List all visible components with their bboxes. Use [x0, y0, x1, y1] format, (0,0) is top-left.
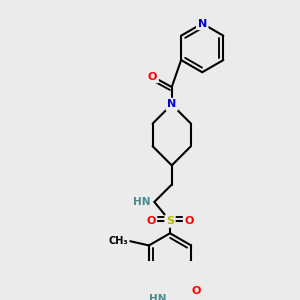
Text: O: O — [184, 216, 194, 226]
Text: O: O — [191, 286, 201, 296]
Text: N: N — [167, 99, 176, 110]
Text: S: S — [166, 216, 174, 226]
Text: O: O — [148, 72, 157, 82]
Text: CH₃: CH₃ — [108, 236, 128, 246]
Text: HN: HN — [149, 294, 166, 300]
Text: N: N — [198, 19, 207, 28]
Text: HN: HN — [134, 197, 151, 207]
Text: O: O — [146, 216, 156, 226]
